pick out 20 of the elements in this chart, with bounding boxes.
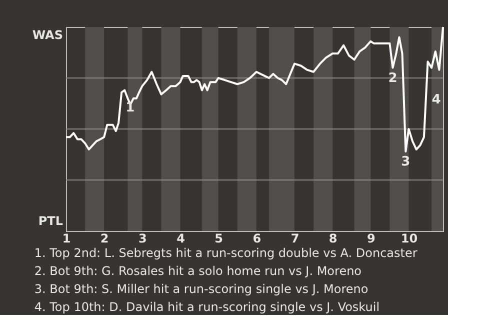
annotation: 2 xyxy=(388,70,398,86)
text: 2. Bot 9th: G. Rosales hit a solo home run vs J. Moreno xyxy=(34,264,362,278)
x-tick-label: 3 xyxy=(138,232,147,246)
x-tick-label: 10 xyxy=(400,232,418,246)
annotation: 3 xyxy=(401,154,410,170)
text: PTL xyxy=(38,214,64,228)
x-tick-label: 1 xyxy=(62,232,71,246)
text: 3. Bot 9th: S. Miller hit a run-scoring single vs J. Moreno xyxy=(34,282,368,296)
annotation: 1 xyxy=(126,100,135,116)
x-tick-label: 6 xyxy=(252,232,262,246)
x-tick-label: 8 xyxy=(328,232,338,246)
x-tick-label: 5 xyxy=(214,232,224,246)
x-tick-label: 2 xyxy=(100,232,109,246)
text: 4. Top 10th: D. Davila hit a run-scoring single vs J. Voskuil xyxy=(34,300,380,314)
annotation: 4 xyxy=(432,92,441,108)
x-tick-label: 4 xyxy=(176,232,185,246)
text: WAS xyxy=(32,28,63,42)
x-tick-label: 7 xyxy=(290,232,300,246)
x-tick-label: 9 xyxy=(366,232,376,246)
text: 1. Top 2nd: L. Sebregts hit a run-scoring double vs A. Doncaster xyxy=(34,246,418,260)
